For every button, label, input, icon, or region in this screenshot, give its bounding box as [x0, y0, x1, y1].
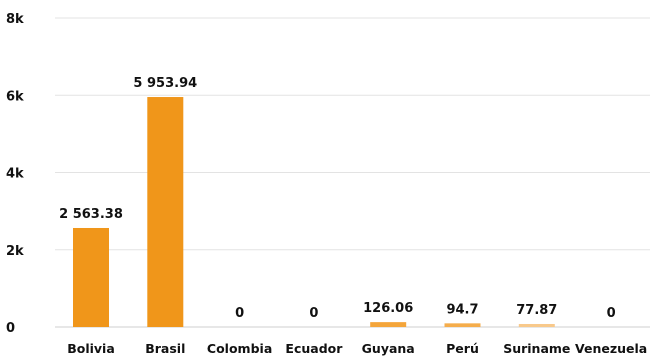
- data-label: 0: [235, 306, 244, 321]
- data-label: 2 563.38: [59, 207, 123, 222]
- x-category-label: Perú: [446, 341, 479, 356]
- data-label: 5 953.94: [133, 76, 197, 91]
- x-category-label: Colombia: [207, 341, 272, 356]
- grid-lines: [55, 17, 650, 328]
- bars: [73, 97, 555, 327]
- x-category-label: Guyana: [362, 341, 415, 356]
- bar[interactable]: [147, 97, 184, 327]
- y-tick-label: 0: [6, 321, 15, 336]
- x-category-label: Ecuador: [285, 341, 343, 356]
- x-category-label: Venezuela: [575, 341, 647, 356]
- data-label: 94.7: [446, 302, 478, 317]
- y-axis-ticks: 0 2k 4k 6k 8k: [6, 12, 24, 336]
- y-tick-label: 6k: [6, 89, 24, 104]
- bar[interactable]: [370, 322, 407, 327]
- x-category-label: Suriname: [503, 341, 570, 356]
- bar[interactable]: [73, 227, 109, 327]
- data-labels: 2 563.38 5 953.94 0 0 126.06 94.7 77.87 0: [59, 76, 615, 321]
- bar[interactable]: [518, 323, 555, 327]
- x-axis-categories: Bolivia Brasil Colombia Ecuador Guyana Perú Su…: [67, 341, 647, 356]
- data-label: 0: [309, 306, 318, 321]
- y-tick-label: 2k: [6, 244, 24, 259]
- data-label: 0: [607, 306, 616, 321]
- data-label: 77.87: [516, 303, 557, 318]
- y-tick-label: 8k: [6, 12, 24, 27]
- bar[interactable]: [444, 323, 481, 327]
- x-category-label: Brasil: [145, 341, 185, 356]
- data-label: 126.06: [363, 301, 413, 316]
- y-tick-label: 4k: [6, 167, 24, 182]
- x-category-label: Bolivia: [67, 341, 115, 356]
